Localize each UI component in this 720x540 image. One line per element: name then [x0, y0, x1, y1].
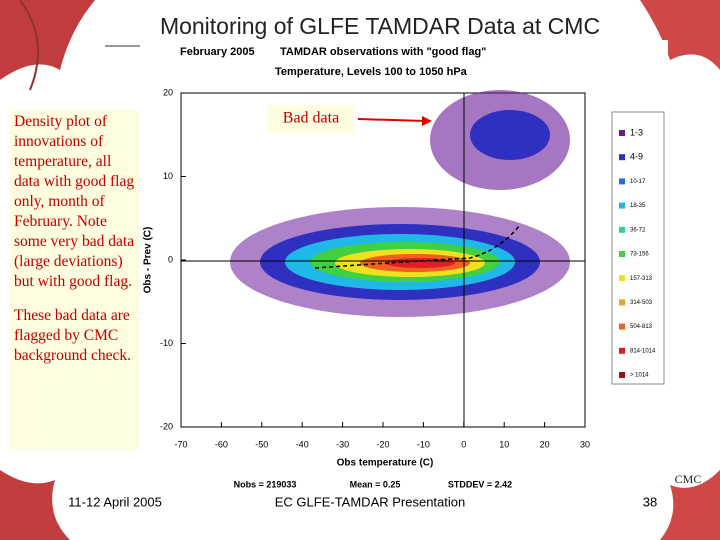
slide-title: Monitoring of GLFE TAMDAR Data at CMC [160, 13, 600, 39]
legend-label: 504-813 [630, 324, 653, 330]
legend-label: 10-17 [630, 179, 646, 185]
footer-page: 38 [643, 494, 657, 509]
legend-swatch [619, 275, 625, 282]
stat: Mean = 0.25 [350, 479, 401, 489]
x-tick-label: -20 [376, 439, 389, 449]
legend-swatch [619, 347, 625, 354]
y-axis-label: Obs - Prev (C) [143, 227, 154, 294]
x-tick-label: -40 [296, 439, 309, 449]
y-tick-label: 0 [168, 254, 173, 264]
callout-box [268, 105, 354, 133]
legend-label: 1-3 [630, 127, 643, 137]
legend-label: 157-313 [630, 276, 653, 282]
note-box [10, 110, 140, 450]
note: Density plot of innovations of temperatu… [14, 113, 135, 290]
legend-swatch [619, 299, 625, 306]
legend-swatch [619, 372, 625, 378]
plot-header-right: TAMDAR observations with "good flag" [280, 46, 486, 58]
x-tick-label: -10 [417, 439, 430, 449]
legend-swatch [619, 202, 625, 209]
corner-label: CMC [675, 472, 702, 486]
density-field [230, 90, 570, 317]
x-tick-label: 30 [580, 439, 590, 449]
y-tick-label: -10 [160, 338, 173, 348]
x-tick-label: -60 [215, 439, 228, 449]
legend-label: 73-156 [630, 252, 649, 258]
legend-label: 314-503 [630, 300, 653, 306]
note-container: Density plot of innovations of temperatu… [14, 113, 135, 364]
plot-header-left: February 2005 [180, 46, 255, 58]
stat: Nobs = 219033 [234, 479, 297, 489]
callout-arrow [357, 118, 426, 122]
legend-swatch [619, 251, 625, 257]
x-tick-label: -50 [255, 439, 268, 449]
x-tick-label: 20 [540, 439, 550, 449]
stat: STDDEV = 2.42 [448, 479, 512, 489]
x-tick-label: 0 [461, 439, 466, 449]
x-tick-label: -30 [336, 439, 349, 449]
legend-swatch [619, 226, 625, 233]
plot-subtitle: Temperature, Levels 100 to 1050 hPa [275, 66, 468, 78]
callout: Bad data [283, 110, 339, 127]
y-tick-label: 20 [163, 87, 173, 97]
legend-swatch [619, 323, 625, 330]
legend-label: > 1014 [630, 373, 649, 379]
legend-label: 18-35 [630, 203, 646, 209]
legend-swatch [619, 178, 625, 185]
y-tick-label: -20 [160, 421, 173, 431]
footer-date: 11-12 April 2005 [68, 494, 162, 509]
x-tick-label: -70 [174, 439, 187, 449]
footer-event: EC GLFE-TAMDAR Presentation [275, 494, 465, 509]
legend-label: 4-9 [630, 152, 643, 162]
legend-label: 814-1014 [630, 348, 656, 354]
x-axis-label: Obs temperature (C) [337, 458, 434, 469]
legend-label: 36-72 [630, 227, 646, 233]
legend-swatch [619, 154, 625, 161]
legend-swatch [619, 130, 625, 136]
callout-arrowhead [422, 116, 432, 126]
y-tick-label: 10 [163, 171, 173, 181]
note: These bad data are flagged by CMC backgr… [14, 307, 132, 364]
x-tick-label: 10 [499, 439, 509, 449]
